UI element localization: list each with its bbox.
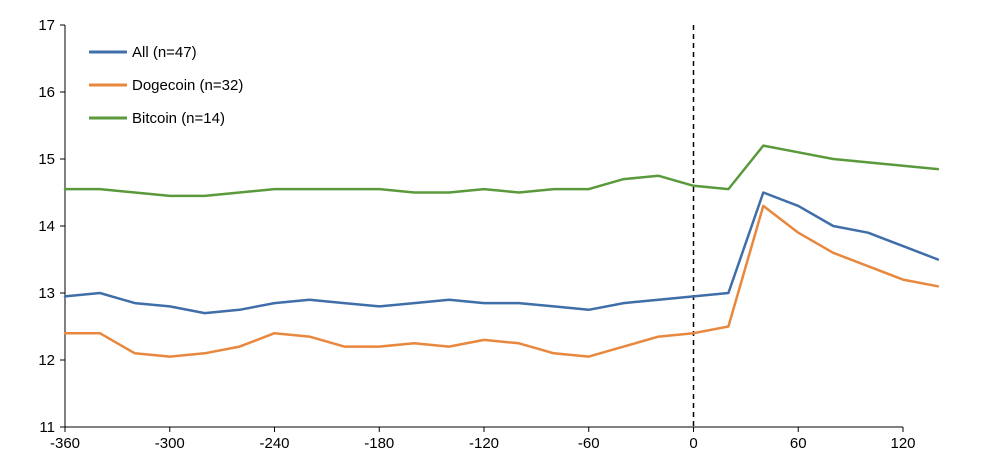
y-tick-label: 14: [38, 218, 55, 235]
y-axis-ticks: 11 12 13 14 15 16 17: [38, 17, 65, 436]
y-tick-label: 17: [38, 17, 55, 34]
x-tick-label: 0: [689, 435, 697, 452]
legend: All (n=47) Dogecoin (n=32) Bitcoin (n=14): [89, 44, 243, 127]
x-tick-label: -300: [155, 435, 185, 452]
series-layer: [63, 144, 940, 358]
y-tick-label: 11: [39, 419, 55, 436]
x-tick-label: -180: [364, 435, 394, 452]
y-tick-label: 13: [38, 285, 55, 302]
x-tick-label: 60: [790, 435, 807, 452]
x-tick-label: 120: [890, 435, 915, 452]
series-line-1: [63, 204, 940, 358]
y-tick-label: 12: [38, 352, 55, 369]
x-tick-label: -240: [259, 435, 289, 452]
x-tick-label: -60: [578, 435, 600, 452]
y-tick-label: 15: [38, 151, 55, 168]
legend-label: All (n=47): [132, 44, 197, 61]
x-axis-ticks: -360 -300 -240 -180 -120 -60 0 60 120: [50, 427, 916, 452]
x-tick-label: -360: [50, 435, 80, 452]
series-line-2: [63, 144, 940, 198]
series-line-0: [63, 191, 940, 315]
x-tick-label: -120: [469, 435, 499, 452]
legend-label: Bitcoin (n=14): [132, 110, 225, 127]
y-tick-label: 16: [38, 84, 55, 101]
legend-label: Dogecoin (n=32): [132, 77, 243, 94]
